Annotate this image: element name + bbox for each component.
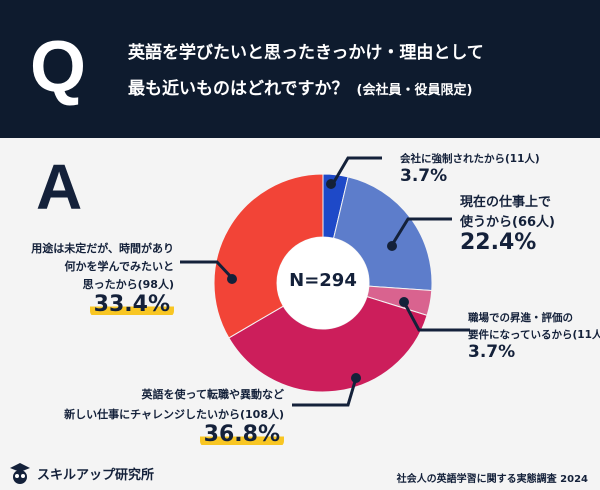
pct-slice-4: 33.4%: [89, 292, 174, 317]
donut-hole: [277, 237, 369, 329]
label-slice-3: 英語を使って転職や異動など 新しい仕事にチャレンジしたいから(108人) 36.…: [64, 385, 284, 448]
leader-line-1: [390, 217, 452, 246]
brand-name: スキルアップ研究所: [37, 467, 155, 483]
leader-dot-1: [387, 241, 397, 251]
label-text: 英語を使って転職や異動など: [141, 388, 284, 401]
label-slice-2: 職場での昇進・評価の 要件になっているから(11人) 3.7%: [468, 310, 600, 361]
source-note: 社会人の英語学習に関する実態調査 2024: [396, 474, 588, 485]
label-text: 職場での昇進・評価の: [468, 312, 573, 324]
label-text: 何かを学んでみたいと: [64, 260, 174, 273]
question-line2: 最も近いものはどれですか？ (会社員・役員限定): [128, 74, 472, 99]
leader-line-3: [292, 377, 358, 407]
label-text: 使うから(66人): [460, 215, 555, 230]
label-text: 現在の仕事上で: [460, 195, 552, 210]
owl-graduate-icon: [10, 463, 30, 484]
question-line1: 英語を学びたいと思ったきっかけ・理由として: [128, 43, 484, 63]
question-text: 最も近いものはどれですか？: [128, 79, 349, 99]
pie-slice-1: [332, 176, 433, 292]
label-slice-0: 会社に強制されたから(11人) 3.7%: [400, 151, 540, 185]
answer-mark: A: [36, 151, 83, 223]
pie-slice-3: [228, 296, 428, 393]
pct-slice-2: 3.7%: [468, 342, 516, 362]
label-slice-4: 用途は未定だが、時間があり 何かを学んでみたいと 思ったから(98人) 33.4…: [31, 240, 174, 317]
label-text: 用途は未定だが、時間があり: [31, 242, 174, 255]
leader-dot-0: [326, 179, 336, 189]
leader-line-2: [402, 301, 470, 332]
pct-slice-0: 3.7%: [400, 166, 448, 186]
label-slice-1: 現在の仕事上で 使うから(66人) 22.4%: [460, 193, 555, 255]
label-text: 思ったから(98人): [82, 278, 174, 291]
pct-slice-1: 22.4%: [460, 230, 537, 255]
q-mark: Q: [30, 27, 87, 107]
label-text: 新しい仕事にチャレンジしたいから(108人): [64, 408, 284, 421]
leader-dot-4: [227, 274, 237, 284]
brand-logo: スキルアップ研究所: [8, 461, 154, 485]
label-text: 要件になっているから(11人): [468, 329, 600, 341]
pct-slice-3: 36.8%: [199, 422, 284, 447]
leader-dot-3: [351, 373, 361, 383]
header: Q 英語を学びたいと思ったきっかけ・理由として 最も近いものはどれですか？ (会社…: [0, 0, 600, 138]
label-text: 会社に強制されたから(11人): [400, 153, 540, 165]
question-note: (会社員・役員限定): [356, 83, 473, 98]
leader-line-0: [329, 156, 382, 188]
total-label: N=294: [289, 270, 357, 291]
leader-line-4: [180, 260, 234, 280]
leader-dot-2: [399, 297, 409, 307]
